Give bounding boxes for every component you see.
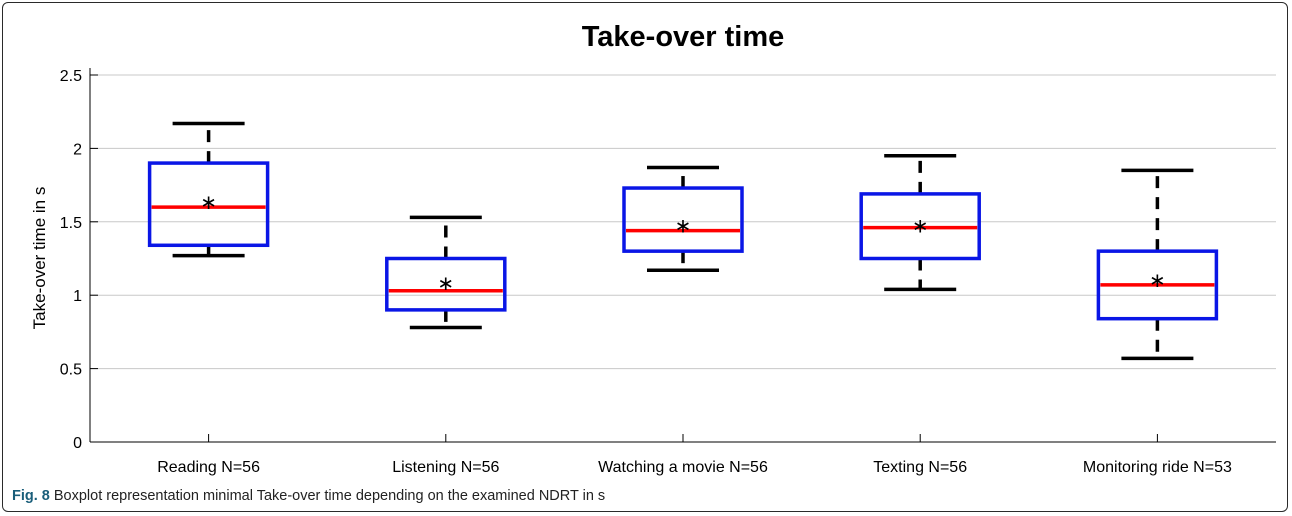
x-tick-label: Watching a movie N=56 (598, 459, 768, 476)
box-group: ∗ (147, 121, 270, 258)
y-tick-label: 2.5 (60, 68, 82, 85)
mean-marker: ∗ (675, 214, 692, 238)
y-tick-label: 0.5 (60, 362, 82, 379)
y-tick-label: 1 (73, 288, 82, 305)
box-group: ∗ (859, 153, 981, 292)
caption-text: Boxplot representation minimal Take-over… (53, 488, 606, 504)
caption-label: Fig. 8 (12, 488, 50, 504)
mean-marker: ∗ (200, 190, 217, 214)
iqr-box (147, 161, 270, 248)
mean-marker: ∗ (437, 271, 454, 295)
y-tick-label: 1.5 (60, 215, 82, 232)
figure-caption: Fig. 8 Boxplot representation minimal Tak… (12, 488, 605, 504)
iqr-box (622, 186, 744, 253)
x-tick-label: Monitoring ride N=53 (1083, 459, 1232, 476)
box-layer: ∗ ∗ ∗ ∗ ∗ (147, 121, 1219, 361)
x-tick-label: Reading N=56 (157, 459, 260, 476)
iqr-box (385, 256, 507, 312)
y-tick-label: 2 (73, 141, 82, 158)
iqr-box (859, 192, 981, 261)
y-axis-label: Take-over time in s (30, 187, 49, 330)
box-group: ∗ (622, 165, 744, 272)
mean-marker: ∗ (912, 214, 929, 238)
y-tick-label: 0 (73, 435, 82, 452)
x-tick-label: Listening N=56 (392, 459, 499, 476)
box-group: ∗ (1096, 168, 1219, 361)
mean-marker: ∗ (1149, 268, 1166, 292)
chart-title: Take-over time (582, 21, 785, 53)
grid-layer (90, 74, 1276, 370)
x-tick-label: Texting N=56 (873, 459, 967, 476)
iqr-box (1096, 249, 1219, 321)
box-group: ∗ (385, 215, 507, 330)
boxplot-chart: 0 0.5 1 1.5 2 2.5 Reading N=56 Listening N=56 Wa… (30, 21, 1276, 476)
axis-layer: 0 0.5 1 1.5 2 2.5 Reading N=56 Listening N=56 Wa… (60, 68, 1276, 476)
